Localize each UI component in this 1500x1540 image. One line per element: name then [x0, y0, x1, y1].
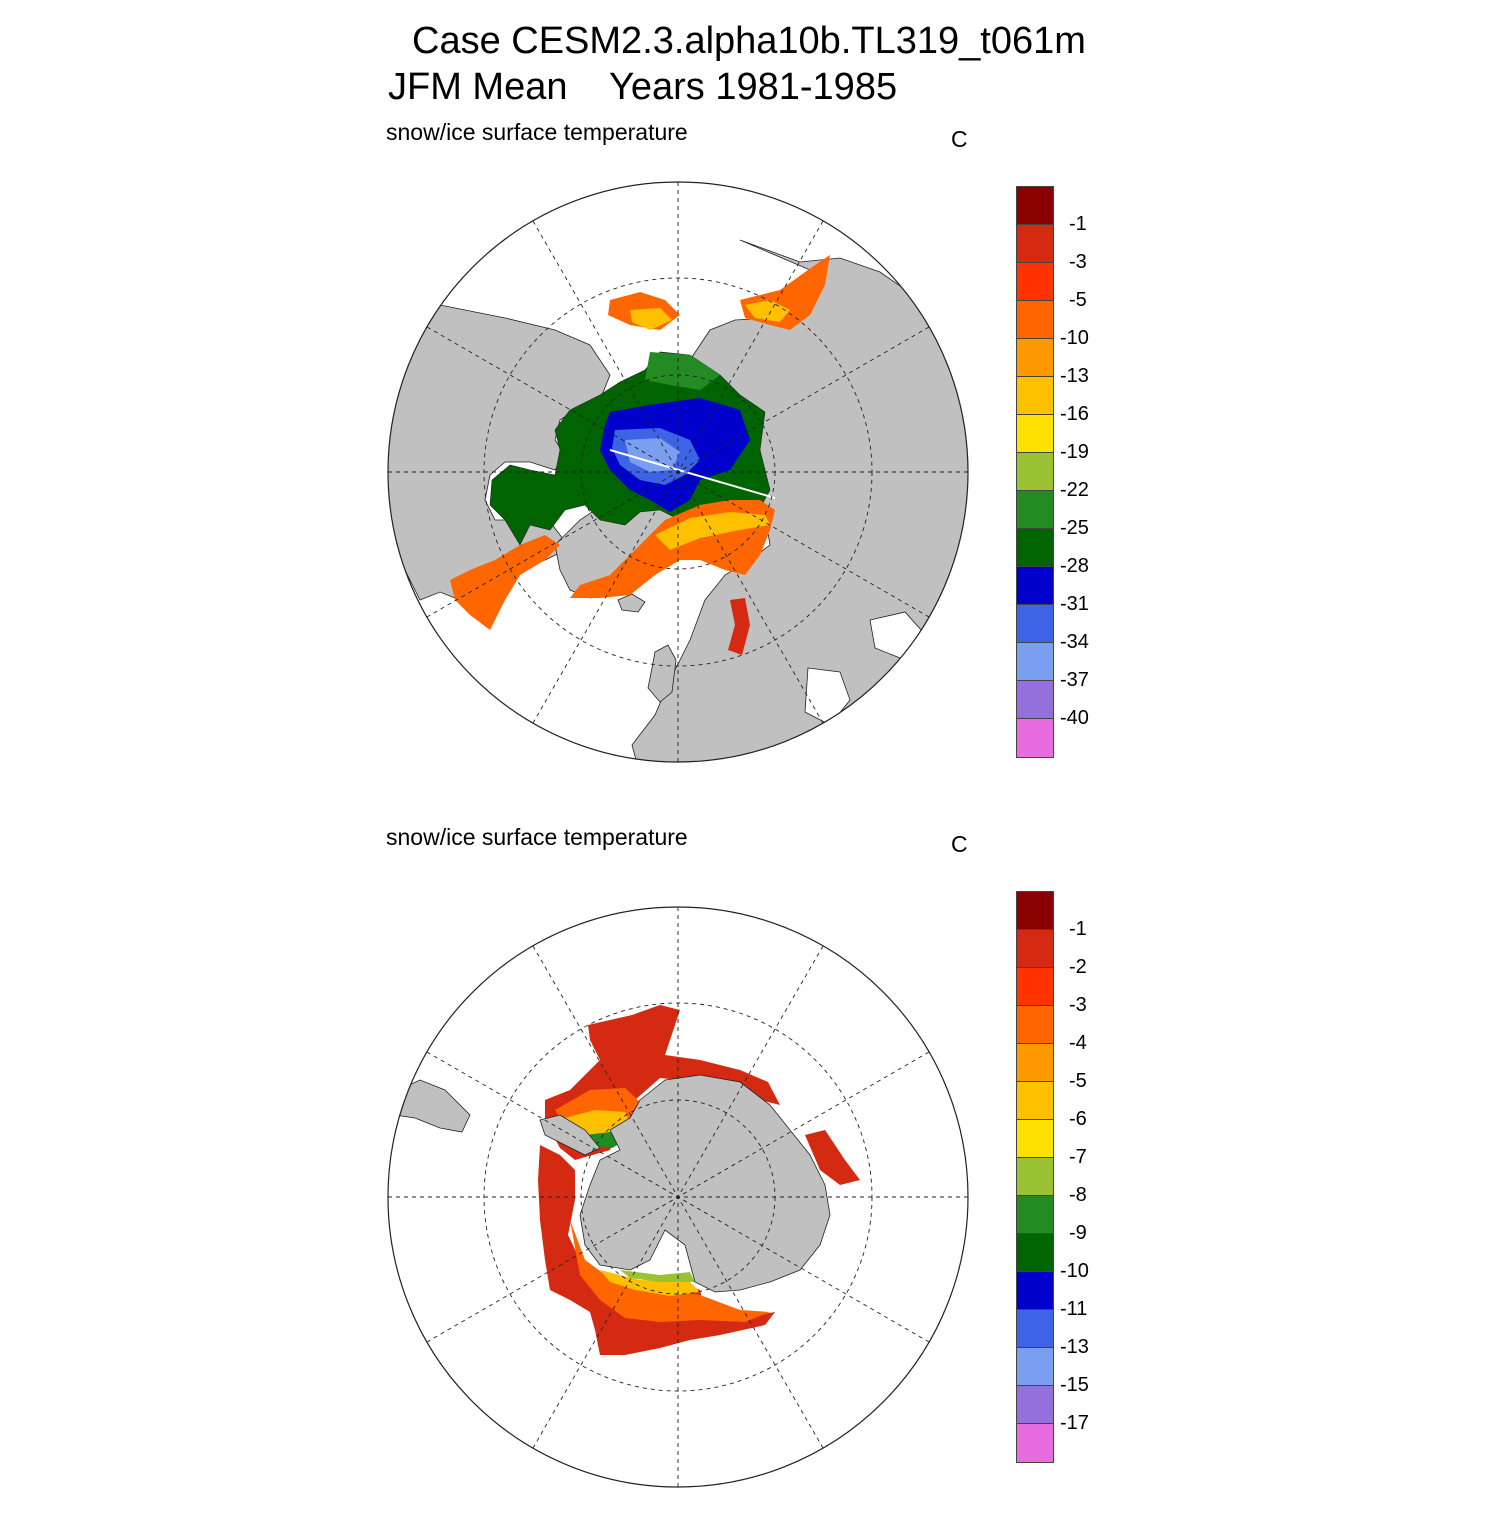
colorbar-tick-label: -1	[1069, 918, 1087, 940]
colorbar-tick-label: -1	[1069, 213, 1087, 235]
north-land-british-isles	[647, 644, 677, 703]
colorbar-swatch	[1017, 415, 1053, 453]
south-land-antarctica	[579, 1074, 831, 1293]
colorbar-swatch	[1017, 1082, 1053, 1120]
south-land-peninsula	[539, 1114, 601, 1156]
colorbar-tick-label: -15	[1060, 1374, 1089, 1396]
south-ice-east-red	[805, 1130, 860, 1185]
north-ice-atlantic-yellow	[655, 512, 770, 550]
colorbar-tick-label: -8	[1069, 1184, 1087, 1206]
colorbar-swatch	[1017, 187, 1053, 225]
colorbar-tick-label: -28	[1060, 555, 1089, 577]
figure-title-case: Case CESM2.3.alpha10b.TL319_t061m	[412, 20, 1086, 62]
colorbar-tick-label: -4	[1069, 1032, 1087, 1054]
colorbar-swatch	[1017, 377, 1053, 415]
colorbar-swatch	[1017, 1272, 1053, 1310]
colorbar-swatch	[1017, 605, 1053, 643]
colorbar-tick-label: -13	[1060, 1336, 1089, 1358]
colorbar-swatch	[1017, 1424, 1053, 1462]
colorbar-swatch	[1017, 491, 1053, 529]
north-map-boundary	[387, 181, 969, 763]
colorbar-tick-label: -37	[1060, 669, 1089, 691]
colorbar-swatch	[1017, 1196, 1053, 1234]
colorbar-swatch	[1017, 968, 1053, 1006]
colorbar-swatch	[1017, 930, 1053, 968]
colorbar-tick-label: -22	[1060, 479, 1089, 501]
north-seam-line	[609, 449, 776, 499]
north-ice-okhotsk-yellow	[745, 300, 790, 322]
colorbar-swatch	[1017, 1006, 1053, 1044]
colorbar-swatch	[1017, 453, 1053, 491]
colorbar-tick-label: -10	[1060, 327, 1089, 349]
colorbar-tick-label: -34	[1060, 631, 1089, 653]
colorbar-tick-label: -3	[1069, 994, 1087, 1016]
colorbar-swatch	[1017, 263, 1053, 301]
south-polar-map	[387, 906, 969, 1488]
north-ice-labrador-edge	[450, 535, 560, 630]
north-ice-green	[645, 352, 720, 390]
colorbar-swatch	[1017, 1158, 1053, 1196]
north-ice-bering-yellow	[630, 308, 672, 330]
south-ice-ross-yellow	[600, 1270, 700, 1296]
south-land-south-america	[388, 1079, 471, 1133]
colorbar-tick-label: -3	[1069, 251, 1087, 273]
colorbar-tick-label: -16	[1060, 403, 1089, 425]
colorbar-tick-label: -17	[1060, 1412, 1089, 1434]
colorbar-tick-label: -5	[1069, 289, 1087, 311]
north-colorbar	[1016, 186, 1054, 758]
colorbar-swatch	[1017, 719, 1053, 757]
colorbar-swatch	[1017, 1386, 1053, 1424]
colorbar-tick-label: -2	[1069, 956, 1087, 978]
north-polar-map	[387, 181, 969, 763]
south-ice-west-red	[538, 1145, 775, 1355]
colorbar-swatch	[1017, 1348, 1053, 1386]
colorbar-tick-label: -13	[1060, 365, 1089, 387]
colorbar-swatch	[1017, 1234, 1053, 1272]
colorbar-tick-label: -40	[1060, 707, 1089, 729]
colorbar-swatch	[1017, 892, 1053, 930]
colorbar-swatch	[1017, 1310, 1053, 1348]
colorbar-tick-label: -11	[1060, 1298, 1088, 1320]
south-map-boundary	[387, 906, 969, 1488]
colorbar-tick-label: -19	[1060, 441, 1089, 463]
colorbar-swatch	[1017, 225, 1053, 263]
colorbar-swatch	[1017, 301, 1053, 339]
colorbar-swatch	[1017, 529, 1053, 567]
colorbar-swatch	[1017, 567, 1053, 605]
north-graticule	[388, 182, 968, 762]
figure-title-period: JFM Mean Years 1981-1985	[388, 66, 898, 108]
south-colorbar	[1016, 891, 1054, 1463]
south-ice-ross-green	[620, 1270, 695, 1282]
colorbar-tick-label: -31	[1060, 593, 1089, 615]
south-graticule	[388, 907, 968, 1487]
colorbar-swatch	[1017, 1044, 1053, 1082]
colorbar-tick-label: -25	[1060, 517, 1089, 539]
colorbar-tick-label: -9	[1069, 1222, 1087, 1244]
south-units-label: C	[951, 831, 968, 857]
south-ice-ross-orange	[570, 1220, 770, 1322]
north-units-label: C	[951, 126, 968, 152]
north-ice-light-blue	[625, 438, 680, 472]
colorbar-tick-label: -7	[1069, 1146, 1087, 1168]
colorbar-tick-label: -10	[1060, 1260, 1089, 1282]
north-variable-label: snow/ice surface temperature	[386, 119, 688, 145]
north-ice-baltic	[728, 598, 750, 655]
colorbar-swatch	[1017, 643, 1053, 681]
colorbar-tick-label: -5	[1069, 1070, 1087, 1092]
colorbar-swatch	[1017, 339, 1053, 377]
colorbar-tick-label: -6	[1069, 1108, 1087, 1130]
colorbar-swatch	[1017, 681, 1053, 719]
colorbar-swatch	[1017, 1120, 1053, 1158]
south-variable-label: snow/ice surface temperature	[386, 824, 688, 850]
